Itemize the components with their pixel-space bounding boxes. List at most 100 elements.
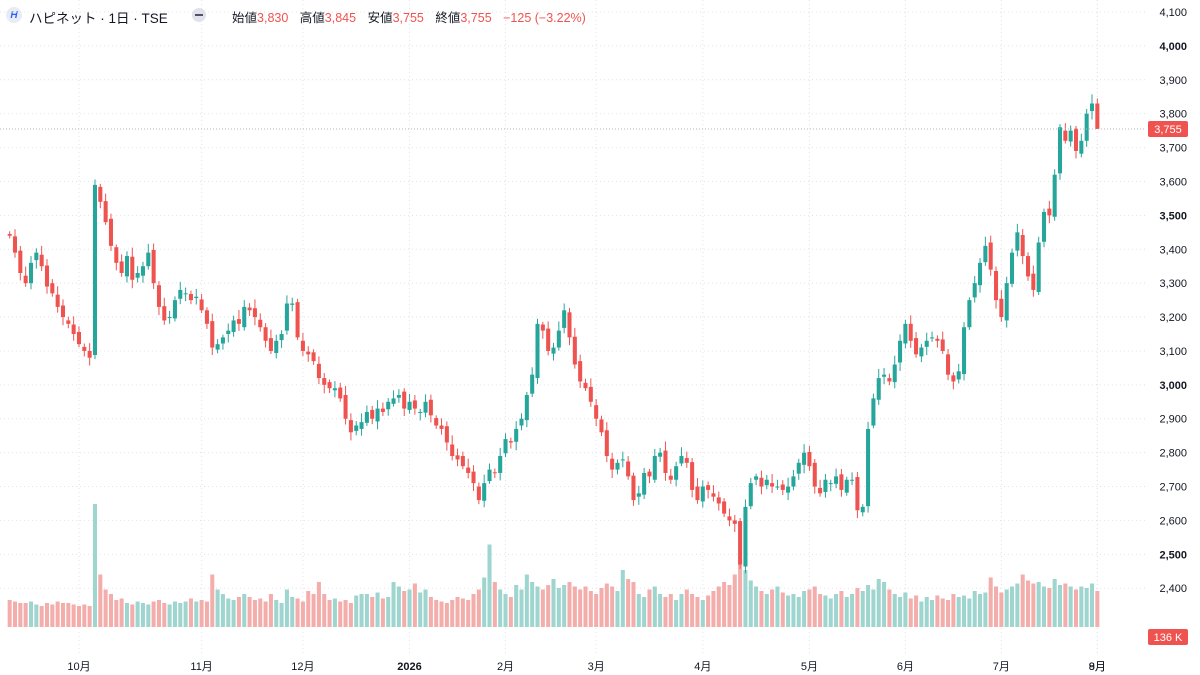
candle-body bbox=[551, 347, 556, 354]
candle-body bbox=[882, 374, 887, 377]
candle-body bbox=[1089, 103, 1095, 111]
volume-bar bbox=[636, 594, 641, 627]
volume-bar bbox=[204, 601, 209, 627]
volume-bar bbox=[220, 594, 225, 627]
volume-bar bbox=[162, 603, 167, 627]
price-axis[interactable]: 4,100 4,000 3,900 3,800 3,700 3,600 3,500 3,400… bbox=[1159, 7, 1187, 595]
x-tick-label: 2月 bbox=[497, 661, 514, 673]
volume-bar bbox=[108, 594, 113, 627]
y-tick-label: 4,000 bbox=[1159, 41, 1187, 53]
volume-bar bbox=[50, 604, 55, 627]
candle-body bbox=[668, 475, 673, 480]
volume-bar bbox=[444, 603, 449, 627]
volume-bar bbox=[28, 601, 34, 627]
candle-body bbox=[444, 426, 449, 443]
volume-bar bbox=[711, 591, 716, 627]
candle-body bbox=[658, 452, 663, 457]
candle-body bbox=[364, 411, 369, 423]
volume-bar bbox=[530, 582, 535, 627]
volume-bar bbox=[98, 574, 103, 627]
volume-bar bbox=[1089, 583, 1095, 627]
volume-bar bbox=[855, 588, 860, 627]
volume-bar bbox=[1031, 583, 1036, 627]
volume-bar bbox=[508, 597, 513, 627]
volume-bar bbox=[119, 598, 124, 627]
last-price-tag bbox=[1148, 120, 1188, 137]
candle-body bbox=[50, 283, 55, 294]
x-tick-label: 11月 bbox=[190, 661, 212, 673]
candle-body bbox=[620, 459, 625, 461]
volume-bar bbox=[578, 589, 583, 627]
last-price-tag-text: 3,755 bbox=[1154, 124, 1182, 136]
volume-bar bbox=[972, 591, 977, 627]
candle-body bbox=[332, 388, 337, 391]
candle-body bbox=[23, 275, 28, 284]
candle-body bbox=[711, 493, 716, 497]
candle-body bbox=[764, 479, 769, 486]
candle-body bbox=[610, 458, 615, 470]
volume-bar bbox=[759, 591, 764, 627]
candle-body bbox=[146, 252, 151, 267]
y-tick-label: 3,600 bbox=[1159, 176, 1187, 188]
volume-bar bbox=[882, 582, 887, 627]
volume-bar bbox=[775, 586, 780, 627]
candle-body bbox=[951, 375, 956, 382]
candle-body bbox=[871, 398, 876, 426]
candle-body bbox=[743, 506, 748, 567]
candle-body bbox=[402, 391, 407, 409]
symbol-logo-icon[interactable]: H bbox=[6, 7, 22, 23]
volume-bar bbox=[780, 592, 785, 627]
candle-body bbox=[295, 302, 300, 338]
volume-bar bbox=[940, 598, 945, 627]
volume-bar bbox=[690, 594, 695, 627]
volume-bar bbox=[482, 577, 487, 627]
volume-bar bbox=[503, 594, 508, 627]
volume-bar bbox=[1036, 582, 1041, 627]
candle-body bbox=[530, 374, 535, 394]
volume-bar bbox=[743, 570, 748, 627]
volume-bar bbox=[364, 594, 369, 627]
candle-body bbox=[828, 483, 833, 485]
candle-body bbox=[567, 312, 572, 338]
candle-body bbox=[34, 252, 39, 261]
candle-body bbox=[82, 346, 87, 351]
candle-body bbox=[140, 266, 145, 276]
collapse-legend-icon[interactable] bbox=[192, 8, 206, 22]
volume-bar bbox=[807, 589, 812, 627]
candle-body bbox=[807, 451, 812, 467]
candle-body bbox=[1036, 242, 1041, 292]
volume-bar bbox=[951, 594, 956, 627]
candle-body bbox=[663, 450, 668, 473]
candle-body bbox=[380, 408, 385, 412]
candle-body bbox=[647, 471, 652, 477]
candle-body bbox=[1084, 113, 1089, 141]
candle-body bbox=[988, 242, 993, 270]
candle-body bbox=[359, 422, 364, 429]
volume-bar bbox=[1004, 589, 1009, 627]
volume-bar bbox=[306, 591, 311, 627]
high-value: 3,845 bbox=[324, 11, 357, 25]
candle-body bbox=[199, 299, 204, 311]
x-tick-label: 5月 bbox=[801, 661, 818, 673]
symbol-title[interactable]: ハピネット · 1日 · TSE bbox=[29, 11, 168, 26]
candle-body bbox=[460, 456, 465, 467]
volume-bar bbox=[556, 588, 561, 627]
volume-bar bbox=[412, 583, 417, 627]
candle-body bbox=[930, 337, 935, 339]
candle-body bbox=[98, 186, 103, 202]
volume-bar bbox=[455, 597, 460, 627]
close-label: 終値 bbox=[435, 11, 461, 25]
x-tick-label: 10月 bbox=[67, 661, 90, 673]
volume-bar bbox=[487, 544, 492, 627]
candle-body bbox=[194, 296, 199, 299]
volume-bar bbox=[887, 589, 892, 627]
candle-body bbox=[578, 361, 583, 382]
volume-bar bbox=[1057, 585, 1063, 627]
candle-body bbox=[130, 256, 135, 280]
volume-bar bbox=[322, 594, 327, 627]
volume-bar bbox=[103, 589, 108, 627]
volume-bar bbox=[716, 586, 721, 627]
volume-bar bbox=[546, 585, 551, 627]
